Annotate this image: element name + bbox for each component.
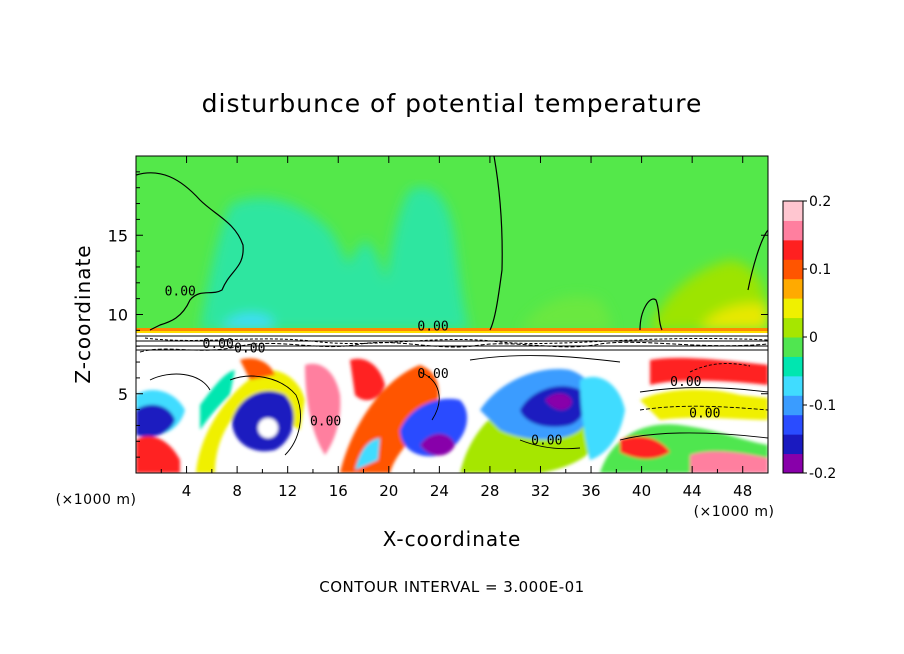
x-tick-label: 4	[182, 482, 192, 500]
x-tick-label: 12	[278, 482, 297, 500]
contour-label: 0.00	[234, 342, 265, 357]
contour-label: 0.00	[531, 433, 562, 448]
colorbar-swatch	[783, 414, 803, 435]
contour-label: 0.00	[165, 284, 196, 299]
colorbar-tick-label: -0.2	[809, 466, 836, 482]
x-tick-label: 8	[232, 482, 242, 500]
y-axis: 5 10 15	[108, 171, 768, 458]
y-unit-right: (×1000 m)	[694, 504, 775, 520]
colorbar-ticks: -0.2 -0.1 0 0.1 0.2	[803, 194, 836, 482]
plot-area	[136, 156, 768, 473]
colorbar-swatch	[783, 239, 803, 260]
colorbar-swatch	[783, 337, 803, 357]
contour-label: 0.00	[689, 407, 720, 422]
x-tick-label: 32	[531, 482, 550, 500]
y-tick-label: 10	[108, 306, 128, 325]
x-tick-label: 40	[632, 482, 651, 500]
x-tick-label: 28	[480, 482, 499, 500]
colorbar-swatch	[783, 220, 803, 241]
contour-label: 0.00	[417, 367, 448, 382]
contour-label: 0.00	[670, 375, 701, 390]
colorbar-swatch	[783, 298, 803, 319]
x-tick-label: 44	[683, 482, 702, 500]
colorbar-swatch	[783, 278, 803, 299]
contour-label: 0.00	[310, 414, 341, 429]
contour-label: 0.00	[203, 337, 234, 352]
colorbar-tick-label: 0.1	[809, 262, 831, 278]
colorbar-swatch	[783, 434, 803, 455]
colorbar-swatch	[783, 453, 803, 474]
x-tick-label: 24	[430, 482, 449, 500]
x-unit-left: (×1000 m)	[56, 492, 137, 508]
y-tick-label: 5	[118, 385, 128, 404]
colorbar-tick-label: 0.2	[809, 194, 831, 210]
colorbar-swatch	[783, 317, 803, 338]
colorbar-swatch	[783, 356, 803, 377]
colorbar-swatch	[783, 395, 803, 416]
x-tick-label: 16	[329, 482, 348, 500]
colorbar-swatch	[783, 259, 803, 280]
x-tick-label: 20	[379, 482, 398, 500]
chart-title: disturbunce of potential temperature	[202, 89, 703, 118]
y-axis-label: Z-coordinate	[71, 244, 95, 383]
colorbar-swatch	[783, 201, 803, 221]
colorbar-tick-label: 0	[809, 330, 818, 346]
colorbar-swatch	[783, 375, 803, 396]
x-tick-label: 36	[581, 482, 600, 500]
x-axis: 4 8 12 16 20 24 28 32 36 40 44 48	[160, 156, 752, 500]
y-tick-label: 15	[108, 226, 128, 245]
contour-interval-note: CONTOUR INTERVAL = 3.000E-01	[319, 578, 584, 596]
contour-labels: 0.000.00 0.000.000.000.000.000.000.00	[165, 284, 721, 448]
contour-label: 0.00	[417, 319, 448, 334]
x-axis-label: X-coordinate	[383, 527, 522, 551]
colorbar	[782, 200, 804, 474]
x-tick-label: 48	[733, 482, 752, 500]
colorbar-tick-label: -0.1	[809, 398, 836, 414]
